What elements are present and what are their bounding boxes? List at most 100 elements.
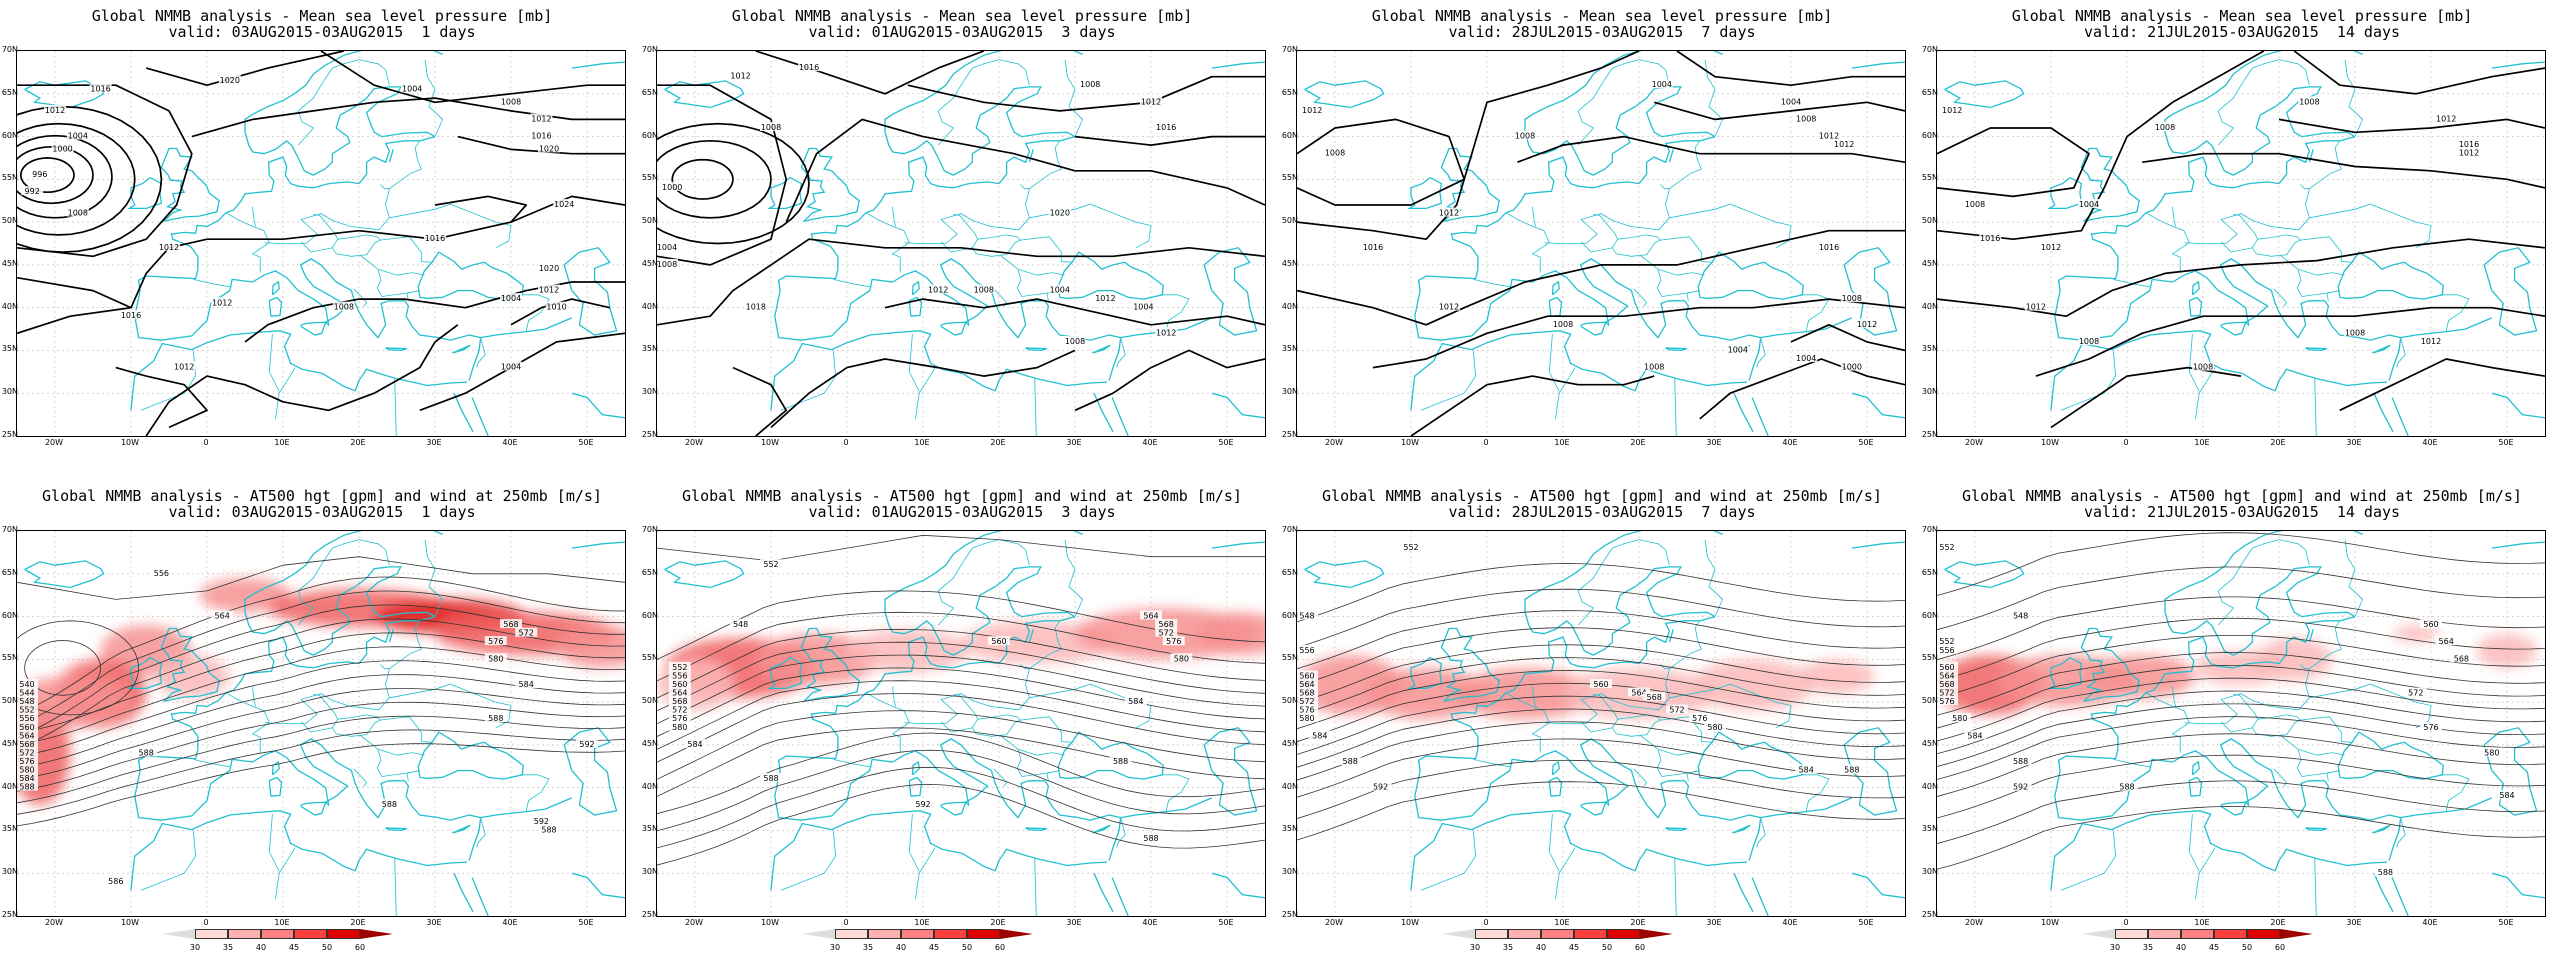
mslp-panel-4: Global NMMB analysis - Mean sea level pr…: [1922, 8, 2546, 468]
latitude-label: 65N: [1921, 87, 1938, 97]
contour-label: 1012: [174, 363, 194, 372]
colorbar-swatch: [1508, 929, 1541, 939]
contour-label: 1012: [2026, 303, 2046, 312]
contour-label: 568: [19, 740, 34, 749]
contour-label: 1012: [159, 243, 179, 252]
longitude-label: 10E: [274, 918, 290, 927]
contour-label: 1008: [1065, 337, 1085, 346]
contour-label: 588: [19, 783, 34, 792]
z500-panel-1: Global NMMB analysis - AT500 hgt [gpm] a…: [2, 488, 626, 952]
latitude-label: 55N: [1921, 173, 1938, 183]
contour-label: 580: [488, 654, 503, 663]
colorbar-swatch: [294, 929, 327, 939]
contour-label: 592: [1373, 783, 1388, 792]
latitude-label: 35N: [1921, 824, 1938, 834]
colorbar-label: 40: [895, 943, 907, 952]
contour-label: 1008: [2155, 123, 2175, 132]
contour-label: 1010: [546, 303, 566, 312]
jet-shading: [1937, 625, 2538, 715]
contour-label: 576: [2423, 723, 2438, 732]
latitude-label: 25N: [641, 910, 658, 919]
contour-label: 552: [1939, 637, 1954, 646]
height-wind-map: 5525485525565605645685725765805845885605…: [657, 531, 1265, 916]
contour-label: 584: [687, 740, 702, 749]
latitude-label: 70N: [1921, 525, 1938, 534]
isobars: [657, 51, 1265, 436]
longitude-label: 20E: [1630, 438, 1646, 447]
latitude-label: 65N: [1, 567, 18, 577]
height-wind-map: 5525485525565605645685725765805845885925…: [1937, 531, 2545, 916]
colorbar-swatch: [360, 929, 393, 939]
contour-label: 584: [1312, 731, 1327, 740]
latitude-label: 40N: [641, 301, 658, 311]
colorbar-swatch: [1607, 929, 1640, 939]
contour-label: 560: [19, 723, 34, 732]
latitude-label: 50N: [1, 216, 18, 226]
contour-label: 1016: [90, 85, 110, 94]
colorbar-swatch: [901, 929, 934, 939]
latitude-label: 25N: [1281, 430, 1298, 439]
latitude-label: 25N: [1921, 430, 1938, 439]
colorbar-label: 35: [2142, 943, 2154, 952]
colorbar-swatch: [1475, 929, 1508, 939]
contour-label: 568: [672, 697, 687, 706]
wind-colorbar: 30 35 40 45 50 60: [1442, 929, 1782, 952]
contour-label: 1008: [1796, 114, 1816, 123]
contour-label: 1012: [2459, 149, 2479, 158]
grid: [1297, 531, 1905, 916]
contour-label: 1008: [68, 209, 88, 218]
isobars: [17, 51, 625, 436]
panel-valid-period: valid: 03AUG2015-03AUG2015 1 days: [168, 503, 476, 521]
panel-title: Global NMMB analysis - AT500 hgt [gpm] a…: [1962, 487, 2522, 505]
contour-label: 548: [733, 620, 748, 629]
contour-label: 1016: [531, 132, 551, 141]
map-area: 1012 1008 1016 1012 1008 1004 1004 1008 1012 1012…: [1296, 50, 1906, 437]
latitude-label: 55N: [1281, 173, 1298, 183]
panel-valid-period: valid: 01AUG2015-03AUG2015 3 days: [808, 503, 1116, 521]
longitude-label: 40E: [1142, 918, 1158, 927]
latitude-label: 45N: [641, 738, 658, 748]
longitude-label: 10E: [2194, 438, 2210, 447]
contour-label: 1016: [2459, 140, 2479, 149]
panel-title: Global NMMB analysis - AT500 hgt [gpm] a…: [1322, 487, 1882, 505]
contour-label: 564: [215, 612, 230, 621]
mslp-panel-1: Global NMMB analysis - Mean sea level pr…: [2, 8, 626, 468]
longitude-label: 20W: [1964, 438, 1984, 447]
longitude-label: 50E: [2498, 918, 2514, 927]
contour-label: 1012: [2041, 243, 2061, 252]
colorbar-swatch: [261, 929, 294, 939]
contour-label: 552: [19, 706, 34, 715]
latitude-label: 25N: [1921, 910, 1938, 919]
height-contours: [1937, 532, 2545, 870]
latitude-label: 50N: [1281, 696, 1298, 706]
isobars: [1937, 51, 2545, 429]
longitude-label: 40E: [502, 438, 518, 447]
coastlines: [24, 51, 625, 436]
longitude-label: 20E: [2270, 438, 2286, 447]
longitude-label: 10W: [1400, 438, 1420, 447]
contour-label: 580: [1299, 714, 1314, 723]
contour-label: 992: [25, 187, 40, 196]
height-wind-map: 5565405445485525565605645685725765805845…: [17, 531, 625, 916]
height-contours: [657, 534, 1265, 866]
grid: [1937, 531, 2545, 916]
colorbar-swatch: [228, 929, 261, 939]
contour-label: 548: [2013, 612, 2028, 621]
contour-label: 1012: [1819, 132, 1839, 141]
longitude-label: 20W: [1964, 918, 1984, 927]
latitude-label: 30N: [1281, 387, 1298, 397]
latitude-label: 65N: [641, 567, 658, 577]
colorbar-label: 60: [2274, 943, 2286, 952]
contour-label: 1004: [2079, 200, 2099, 209]
latitude-label: 50N: [1281, 216, 1298, 226]
colorbar-label: 35: [1502, 943, 1514, 952]
contour-label: 1012: [1095, 294, 1115, 303]
contour-label: 1012: [1942, 106, 1962, 115]
map-area: 552 548 552 556 560 564 568 572 576 580 584 588 592 5…: [1936, 530, 2546, 917]
latitude-label: 30N: [641, 387, 658, 397]
colorbar-swatch: [2247, 929, 2280, 939]
contour-label: 564: [1299, 680, 1314, 689]
contour-label: 1004: [1796, 354, 1816, 363]
latitude-label: 50N: [1921, 696, 1938, 706]
mslp-panel-2: Global NMMB analysis - Mean sea level pr…: [642, 8, 1266, 468]
